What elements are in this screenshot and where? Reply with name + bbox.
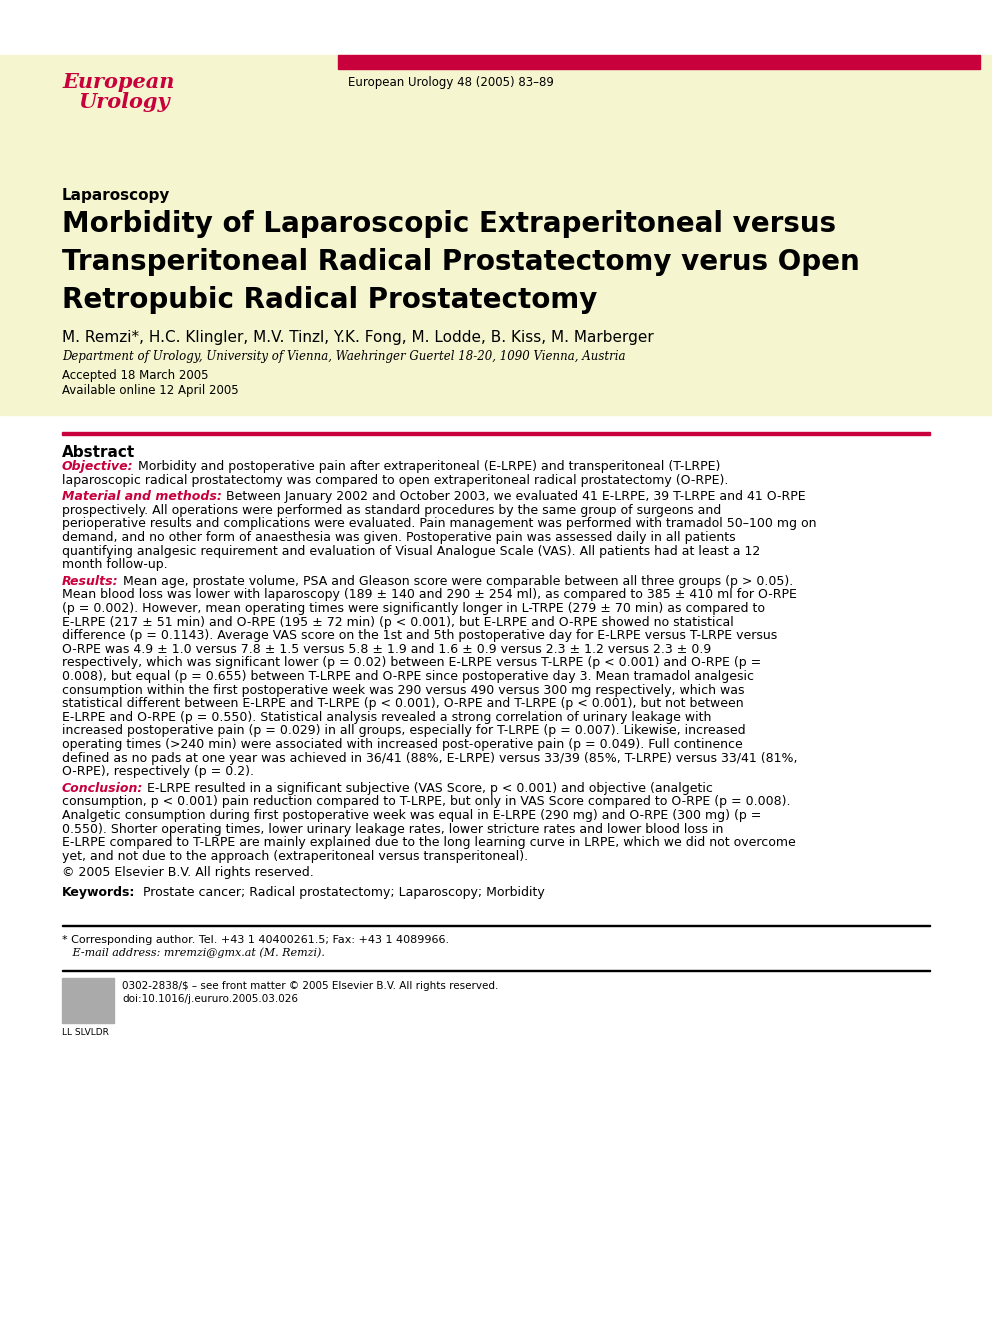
Text: Available online 12 April 2005: Available online 12 April 2005: [62, 384, 239, 397]
Text: 0302-2838/$ – see front matter © 2005 Elsevier B.V. All rights reserved.: 0302-2838/$ – see front matter © 2005 El…: [122, 980, 498, 991]
Bar: [62, 433, 930, 434]
Text: Results:: Results:: [62, 574, 119, 587]
Text: Abstract: Abstract: [62, 445, 135, 460]
Text: O-RPE), respectively (p = 0.2).: O-RPE), respectively (p = 0.2).: [62, 765, 254, 778]
Text: Material and methods:: Material and methods:: [62, 491, 222, 503]
Text: 0.550). Shorter operating times, lower urinary leakage rates, lower stricture ra: 0.550). Shorter operating times, lower u…: [62, 823, 723, 836]
Text: yet, and not due to the approach (extraperitoneal versus transperitoneal).: yet, and not due to the approach (extrap…: [62, 849, 528, 863]
Text: Morbidity of Laparoscopic Extraperitoneal versus: Morbidity of Laparoscopic Extraperitonea…: [62, 210, 836, 238]
Text: defined as no pads at one year was achieved in 36/41 (88%, E-LRPE) versus 33/39 : defined as no pads at one year was achie…: [62, 751, 798, 765]
Bar: [62, 970, 930, 971]
Text: Conclusion:: Conclusion:: [62, 782, 144, 795]
Text: Mean blood loss was lower with laparoscopy (189 ± 140 and 290 ± 254 ml), as comp: Mean blood loss was lower with laparosco…: [62, 589, 797, 602]
Text: month follow-up.: month follow-up.: [62, 558, 168, 572]
Text: respectively, which was significant lower (p = 0.02) between E-LRPE versus T-LRP: respectively, which was significant lowe…: [62, 656, 761, 669]
Text: Accepted 18 March 2005: Accepted 18 March 2005: [62, 369, 208, 382]
Text: Analgetic consumption during first postoperative week was equal in E-LRPE (290 m: Analgetic consumption during first posto…: [62, 808, 762, 822]
Text: consumption, p < 0.001) pain reduction compared to T-LRPE, but only in VAS Score: consumption, p < 0.001) pain reduction c…: [62, 795, 791, 808]
Text: M. Remzi*, H.C. Klingler, M.V. Tinzl, Y.K. Fong, M. Lodde, B. Kiss, M. Marberger: M. Remzi*, H.C. Klingler, M.V. Tinzl, Y.…: [62, 329, 654, 345]
Text: demand, and no other form of anaesthesia was given. Postoperative pain was asses: demand, and no other form of anaesthesia…: [62, 531, 736, 544]
Text: © 2005 Elsevier B.V. All rights reserved.: © 2005 Elsevier B.V. All rights reserved…: [62, 867, 313, 880]
Text: Morbidity and postoperative pain after extraperitoneal (E-LRPE) and transperiton: Morbidity and postoperative pain after e…: [134, 460, 720, 474]
Text: LL SLVLDR: LL SLVLDR: [62, 1028, 109, 1037]
Text: (p = 0.002). However, mean operating times were significantly longer in L-TRPE (: (p = 0.002). However, mean operating tim…: [62, 602, 765, 615]
Text: laparoscopic radical prostatectomy was compared to open extraperitoneal radical : laparoscopic radical prostatectomy was c…: [62, 474, 728, 487]
Text: European: European: [62, 71, 175, 93]
Text: Prostate cancer; Radical prostatectomy; Laparoscopy; Morbidity: Prostate cancer; Radical prostatectomy; …: [135, 886, 546, 900]
Text: Retropubic Radical Prostatectomy: Retropubic Radical Prostatectomy: [62, 286, 597, 314]
Text: Mean age, prostate volume, PSA and Gleason score were comparable between all thr: Mean age, prostate volume, PSA and Gleas…: [119, 574, 793, 587]
Text: E-LRPE resulted in a significant subjective (VAS Score, p < 0.001) and objective: E-LRPE resulted in a significant subject…: [144, 782, 713, 795]
Text: O-RPE was 4.9 ± 1.0 versus 7.8 ± 1.5 versus 5.8 ± 1.9 and 1.6 ± 0.9 versus 2.3 ±: O-RPE was 4.9 ± 1.0 versus 7.8 ± 1.5 ver…: [62, 643, 711, 656]
Text: E-LRPE (217 ± 51 min) and O-RPE (195 ± 72 min) (p < 0.001), but E-LRPE and O-RPE: E-LRPE (217 ± 51 min) and O-RPE (195 ± 7…: [62, 615, 734, 628]
Text: Laparoscopy: Laparoscopy: [62, 188, 171, 202]
Text: Transperitoneal Radical Prostatectomy verus Open: Transperitoneal Radical Prostatectomy ve…: [62, 247, 860, 277]
Text: Department of Urology, University of Vienna, Waehringer Guertel 18-20, 1090 Vien: Department of Urology, University of Vie…: [62, 351, 626, 363]
Bar: [62, 978, 114, 1023]
Text: Urology: Urology: [78, 93, 170, 112]
Text: European Urology 48 (2005) 83–89: European Urology 48 (2005) 83–89: [348, 75, 554, 89]
Text: doi:10.1016/j.eururo.2005.03.026: doi:10.1016/j.eururo.2005.03.026: [122, 994, 298, 1004]
Text: prospectively. All operations were performed as standard procedures by the same : prospectively. All operations were perfo…: [62, 504, 721, 517]
Text: Objective:: Objective:: [62, 460, 134, 474]
Text: increased postoperative pain (p = 0.029) in all groups, especially for T-LRPE (p: increased postoperative pain (p = 0.029)…: [62, 725, 746, 737]
Text: perioperative results and complications were evaluated. Pain management was perf: perioperative results and complications …: [62, 517, 816, 531]
Text: consumption within the first postoperative week was 290 versus 490 versus 300 mg: consumption within the first postoperati…: [62, 684, 745, 697]
Text: Keywords:: Keywords:: [62, 886, 135, 900]
Text: * Corresponding author. Tel. +43 1 40400261.5; Fax: +43 1 4089966.: * Corresponding author. Tel. +43 1 40400…: [62, 934, 449, 945]
Text: Between January 2002 and October 2003, we evaluated 41 E-LRPE, 39 T-LRPE and 41 : Between January 2002 and October 2003, w…: [222, 491, 806, 503]
Text: statistical different between E-LRPE and T-LRPE (p < 0.001), O-RPE and T-LRPE (p: statistical different between E-LRPE and…: [62, 697, 744, 710]
Bar: [338, 56, 980, 69]
Bar: [0, 56, 992, 415]
Text: difference (p = 0.1143). Average VAS score on the 1st and 5th postoperative day : difference (p = 0.1143). Average VAS sco…: [62, 630, 778, 642]
Text: quantifying analgesic requirement and evaluation of Visual Analogue Scale (VAS).: quantifying analgesic requirement and ev…: [62, 545, 760, 557]
Text: E-mail address: mremzi@gmx.at (M. Remzi).: E-mail address: mremzi@gmx.at (M. Remzi)…: [62, 947, 324, 958]
Text: operating times (>240 min) were associated with increased post-operative pain (p: operating times (>240 min) were associat…: [62, 738, 743, 751]
Text: E-LRPE compared to T-LRPE are mainly explained due to the long learning curve in: E-LRPE compared to T-LRPE are mainly exp…: [62, 836, 796, 849]
Text: E-LRPE and O-RPE (p = 0.550). Statistical analysis revealed a strong correlation: E-LRPE and O-RPE (p = 0.550). Statistica…: [62, 710, 711, 724]
Text: 0.008), but equal (p = 0.655) between T-LRPE and O-RPE since postoperative day 3: 0.008), but equal (p = 0.655) between T-…: [62, 669, 754, 683]
